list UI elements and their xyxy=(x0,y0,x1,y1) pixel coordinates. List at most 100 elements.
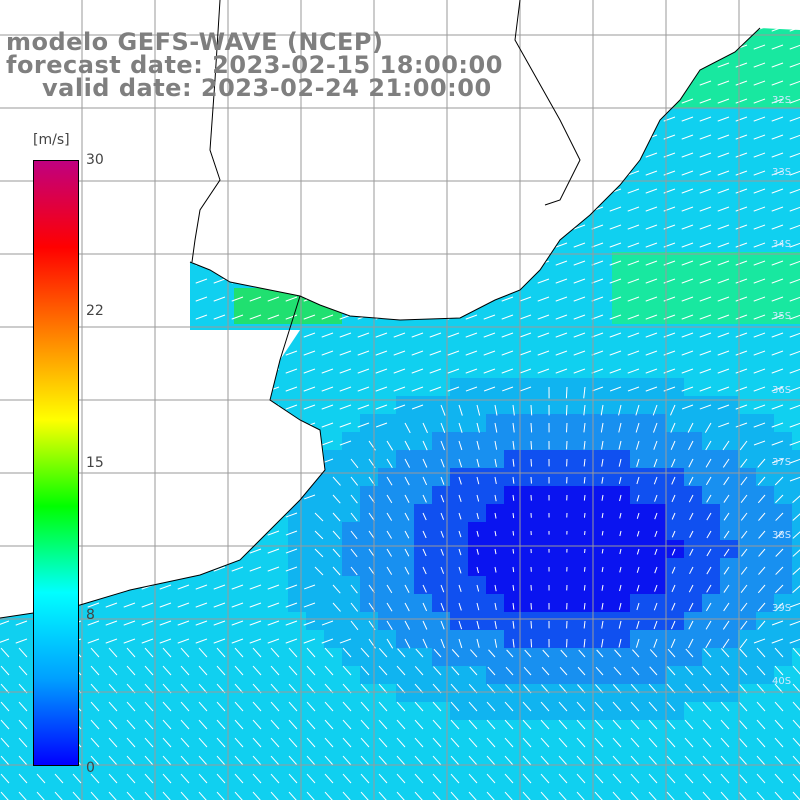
wind-arrow xyxy=(717,152,730,158)
wind-arrow xyxy=(332,476,341,486)
wind-arrow xyxy=(636,530,640,537)
wind-arrow xyxy=(231,620,244,626)
wind-arrow xyxy=(126,647,136,658)
wind-cell xyxy=(648,576,667,595)
wind-cell xyxy=(414,342,433,361)
wind-cell xyxy=(774,360,793,379)
wind-cell xyxy=(504,360,523,379)
wind-arrow xyxy=(789,476,800,482)
wind-arrow xyxy=(72,773,82,784)
wind-arrow xyxy=(717,404,730,410)
wind-arrow xyxy=(476,602,480,611)
wind-arrow xyxy=(618,458,622,467)
wind-cell xyxy=(702,594,721,613)
wind-cell xyxy=(198,270,217,289)
wind-arrow xyxy=(735,314,748,320)
wind-arrow xyxy=(397,648,406,658)
wind-cell xyxy=(522,288,541,307)
wind-cell xyxy=(792,270,800,289)
wind-cell xyxy=(702,450,721,469)
wind-cell xyxy=(414,378,433,397)
wind-arrow xyxy=(386,566,393,575)
wind-arrow xyxy=(180,737,190,748)
wind-cell xyxy=(738,288,757,307)
wind-cell xyxy=(684,162,703,181)
wind-arrow xyxy=(524,649,532,658)
wind-arrow xyxy=(555,350,568,356)
wind-cell xyxy=(90,612,109,631)
wind-arrow xyxy=(494,530,497,537)
wind-cell xyxy=(612,522,631,541)
wind-cell xyxy=(702,180,721,199)
wind-arrow xyxy=(753,98,766,104)
wind-arrow xyxy=(285,566,298,572)
wind-cell xyxy=(684,594,703,613)
wind-arrow xyxy=(393,368,406,374)
wind-cell xyxy=(594,540,613,559)
wind-arrow xyxy=(583,602,586,610)
wind-arrow xyxy=(699,386,712,392)
wind-arrow xyxy=(591,242,604,248)
wind-cell xyxy=(324,432,343,451)
wind-cell xyxy=(720,558,739,577)
wind-arrow xyxy=(450,701,460,712)
wind-arrow xyxy=(270,719,280,730)
wind-arrow xyxy=(360,773,370,784)
wind-arrow xyxy=(321,620,334,626)
wind-arrow xyxy=(447,386,460,392)
wind-cell xyxy=(792,540,800,559)
wind-arrow xyxy=(738,773,748,784)
wind-arrow xyxy=(789,296,800,302)
wind-cell xyxy=(576,432,595,451)
wind-arrow xyxy=(594,701,604,712)
wind-arrow xyxy=(249,566,262,572)
wind-arrow xyxy=(771,134,784,140)
wind-arrow xyxy=(522,719,532,730)
wind-arrow xyxy=(15,620,28,626)
wind-cell xyxy=(738,324,757,343)
wind-arrow xyxy=(789,386,800,392)
wind-cell xyxy=(450,792,469,800)
wind-cell xyxy=(702,486,721,505)
wind-cell xyxy=(684,324,703,343)
wind-cell xyxy=(702,342,721,361)
wind-arrow xyxy=(684,701,694,712)
wind-arrow xyxy=(450,773,460,784)
wind-cell xyxy=(738,378,757,397)
wind-arrow xyxy=(195,296,208,302)
wind-arrow xyxy=(667,666,676,676)
wind-arrow xyxy=(404,584,410,593)
wind-arrow xyxy=(234,665,244,676)
wind-arrow xyxy=(350,476,359,486)
wind-cell xyxy=(792,522,800,541)
wind-cell xyxy=(756,270,775,289)
wind-arrow xyxy=(162,755,172,766)
wind-cell xyxy=(702,234,721,253)
wind-cell xyxy=(756,144,775,163)
wind-arrow xyxy=(386,638,394,649)
wind-cell xyxy=(720,306,739,325)
wind-cell xyxy=(288,522,307,541)
lat-label-40s: 40S xyxy=(772,676,792,687)
wind-arrow xyxy=(350,548,358,558)
wind-arrow xyxy=(735,332,748,338)
wind-arrow xyxy=(350,620,359,631)
wind-arrow xyxy=(339,422,352,428)
wind-cell xyxy=(324,396,343,415)
wind-cell xyxy=(576,504,595,523)
wind-arrow xyxy=(488,649,496,658)
wind-cell xyxy=(306,594,325,613)
wind-cell xyxy=(612,432,631,451)
wind-cell xyxy=(666,360,685,379)
wind-arrow xyxy=(512,494,515,501)
wind-arrow xyxy=(108,647,118,658)
wind-arrow xyxy=(267,566,280,572)
wind-arrow xyxy=(717,278,730,284)
wind-cell xyxy=(756,288,775,307)
wind-arrow xyxy=(537,296,550,302)
wind-arrow xyxy=(198,755,208,766)
wind-arrow xyxy=(609,224,622,230)
wind-cell xyxy=(396,792,415,800)
wind-arrow xyxy=(306,719,316,730)
wind-arrow xyxy=(573,368,586,374)
